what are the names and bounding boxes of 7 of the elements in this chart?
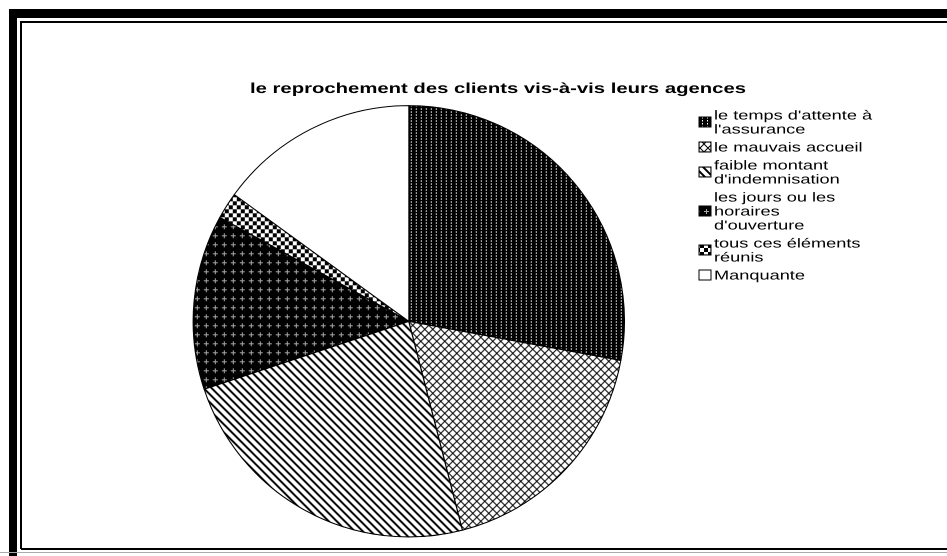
- legend-label: faible montant d'indemnisation: [714, 158, 840, 187]
- legend-label: tous ces éléments réunis: [714, 236, 861, 265]
- legend-label: le mauvais accueil: [714, 140, 863, 155]
- legend-label: Manquante: [714, 268, 806, 283]
- legend-label: les jours ou les horaires d'ouverture: [714, 190, 836, 233]
- chart-title: le reprochement des clients vis-à-vis leurs agences: [250, 80, 746, 96]
- legend-label: le temps d'attente à l'assurance: [714, 108, 872, 137]
